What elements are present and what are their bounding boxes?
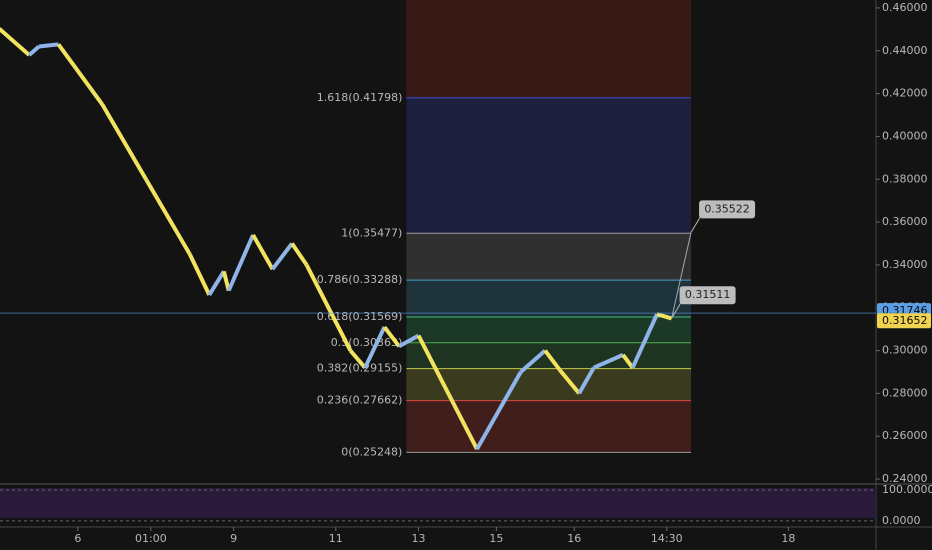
price-segment [221, 270, 231, 292]
price-segment [577, 366, 596, 395]
y-tick-label: 0.30000 [882, 344, 928, 357]
x-tick-label: 15 [489, 532, 503, 545]
x-tick-label: 9 [230, 532, 237, 545]
projection-arrow [671, 232, 692, 319]
osc-tick-label: 100.0000 [882, 483, 932, 496]
fib-label: 0.236(0.27662) [317, 394, 403, 407]
price-segment [592, 353, 624, 370]
fib-label: 1(0.35477) [341, 226, 402, 239]
price-segment [484, 371, 523, 433]
callout-box [699, 200, 756, 219]
fib-label: 0(0.25248) [341, 445, 402, 458]
price-segment [251, 233, 275, 271]
fib-zone [406, 97, 692, 234]
x-tick-label: 6 [74, 532, 81, 545]
y-tick-label: 0.34000 [882, 258, 928, 271]
x-tick-label: 13 [412, 532, 426, 545]
fib-label: 1.618(0.41798) [317, 91, 403, 104]
x-tick-label: 11 [329, 532, 343, 545]
price-segment [656, 312, 673, 321]
price-segment [187, 253, 212, 296]
price-segment [290, 242, 309, 267]
price-segment [0, 27, 31, 57]
fib-zone [406, 233, 692, 281]
price-segment [226, 234, 255, 292]
price-segment [100, 103, 148, 181]
y-tick-label: 0.36000 [882, 215, 928, 228]
price-segment [38, 42, 59, 49]
price-segment [144, 178, 192, 256]
price-segment [382, 325, 401, 348]
y-tick-label: 0.28000 [882, 386, 928, 399]
price-tag-box [877, 313, 931, 329]
price-segment [363, 326, 387, 369]
x-tick-label: 16 [567, 532, 581, 545]
fib-zone [406, 316, 692, 343]
price-segment [416, 334, 479, 451]
fib-zone [406, 400, 692, 453]
price-segment [304, 264, 353, 352]
osc-tick-label: 0.0000 [882, 514, 921, 527]
y-tick-label: 0.24000 [882, 472, 928, 485]
fib-label: 0.382(0.29155) [317, 362, 403, 375]
x-tick-label: 18 [781, 532, 795, 545]
price-segment [270, 242, 294, 271]
callout-label: 0.31511 [685, 288, 731, 301]
price-segment [558, 368, 581, 395]
price-segment [630, 313, 659, 369]
price-segment [543, 349, 562, 372]
y-tick-label: 0.42000 [882, 87, 928, 100]
price-segment [621, 353, 635, 369]
y-tick-label: 0.40000 [882, 129, 928, 142]
x-tick-label: 01:00 [135, 532, 167, 545]
y-tick-label: 0.38000 [882, 172, 928, 185]
fib-zone [406, 368, 692, 401]
fib-zone [406, 0, 692, 98]
fib-zone [406, 280, 692, 317]
price-segment [519, 349, 547, 374]
price-segment [207, 270, 226, 296]
price-segment [27, 44, 41, 57]
oscillator-band [0, 488, 876, 518]
price-segment [56, 43, 104, 106]
y-tick-label: 0.26000 [882, 429, 928, 442]
x-tick-label: 14:30 [651, 532, 683, 545]
callout-box [679, 286, 736, 305]
callout-label: 0.35522 [704, 202, 750, 215]
price-segment [348, 349, 367, 370]
price-segment [475, 430, 489, 451]
price-segment [398, 333, 420, 349]
y-tick-label: 0.46000 [882, 1, 928, 14]
fib-label: 0.786(0.33288) [317, 273, 403, 286]
price-tag: 0.31652 [882, 314, 928, 327]
y-tick-label: 0.44000 [882, 44, 928, 57]
